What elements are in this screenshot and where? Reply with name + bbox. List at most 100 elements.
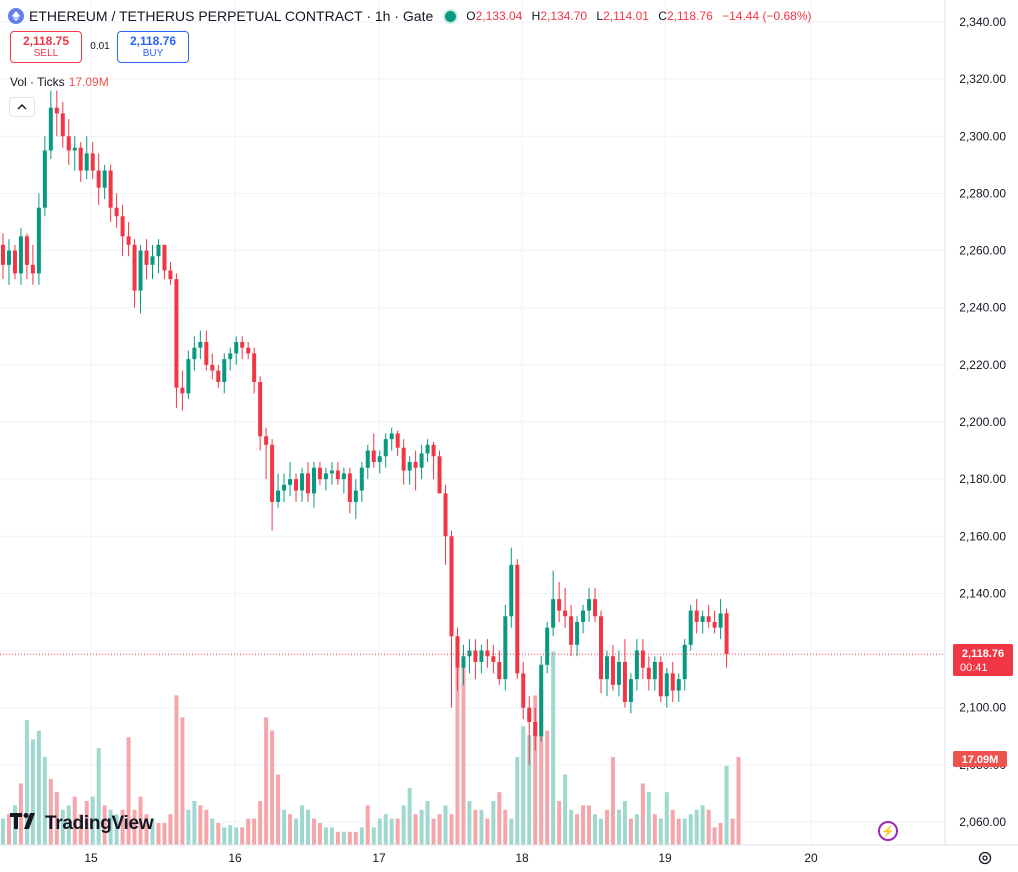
candle-body (84, 153, 89, 171)
sell-button[interactable]: 2,118.75 SELL (10, 31, 82, 63)
volume-bar (138, 796, 143, 845)
candle-body (539, 664, 544, 737)
volume-bar (413, 814, 418, 845)
candle-body (222, 359, 227, 382)
candle-body (108, 170, 113, 208)
volume-bar (270, 730, 275, 845)
tradingview-logo[interactable]: TradingView (10, 812, 154, 835)
price-tick-label: 2,100.00 (959, 701, 1006, 715)
volume-legend[interactable]: Vol · Ticks 17.09M (10, 75, 109, 89)
volume-bar (467, 801, 472, 845)
volume-bar (509, 818, 514, 845)
market-status-icon[interactable] (443, 8, 459, 24)
time-axis[interactable]: 15 16 17 18 19 20 (84, 851, 818, 865)
volume-bar (425, 801, 430, 845)
volume-bar (646, 792, 651, 845)
low-key: L (596, 9, 604, 23)
tradingview-logo-text: TradingView (45, 812, 154, 834)
volume-bar (54, 792, 59, 845)
candle-body (246, 347, 251, 354)
volume-bar (449, 814, 454, 845)
candle-body (186, 359, 191, 394)
candle-body (252, 353, 257, 382)
volume-axis-value: 17.09M (962, 754, 999, 766)
candle-body (335, 470, 340, 480)
volume-bar (634, 814, 639, 845)
candle-body (407, 461, 412, 471)
candle-body (36, 207, 41, 274)
candle-body (599, 616, 603, 680)
volume-bar (371, 827, 376, 845)
volume-bar (186, 809, 191, 845)
candle-body (503, 616, 508, 680)
candle-body (652, 661, 657, 680)
volume-bar (246, 818, 251, 845)
volume-bar (174, 695, 179, 845)
candle-body (180, 387, 185, 394)
volume-bar (658, 818, 663, 845)
candle-body (581, 610, 586, 622)
volume-bar (353, 831, 358, 845)
gear-icon[interactable] (977, 850, 993, 866)
candle-body (12, 250, 17, 274)
last-price-label: 2,118.76 00:41 (953, 644, 1013, 676)
candle-body (593, 599, 598, 617)
candle-body (569, 616, 574, 645)
time-tick-label: 17 (372, 851, 386, 865)
volume-bar (30, 739, 35, 845)
volume-bar (60, 809, 65, 845)
volume-bar (24, 720, 29, 845)
close-value: 2,118.76 (666, 9, 713, 23)
candle-body (718, 613, 723, 628)
volume-bar (198, 805, 203, 845)
volume-bar (228, 825, 233, 845)
volume-bar (264, 717, 269, 845)
volume-axis-label: 17.09M (953, 751, 1007, 767)
volume-bar (581, 805, 586, 845)
buy-label: BUY (142, 48, 164, 59)
price-tick-label: 2,260.00 (959, 244, 1006, 258)
candle-body (664, 673, 669, 697)
high-key: H (531, 9, 541, 23)
volume-bar (120, 809, 125, 845)
volume-bar (527, 735, 532, 845)
candle-body (347, 473, 352, 502)
candle-body (174, 279, 179, 388)
volume-bar (216, 823, 221, 845)
candle-body (521, 673, 526, 708)
candle-body (1, 244, 5, 265)
volume-bar (700, 805, 705, 845)
price-tick-label: 2,300.00 (959, 129, 1006, 143)
candle-body (545, 627, 550, 665)
candle-body (622, 661, 627, 702)
lightning-icon[interactable]: ⚡ (878, 821, 898, 841)
candle-body (6, 250, 11, 265)
candle-body (377, 456, 382, 462)
last-price-value: 2,118.76 (962, 648, 1004, 660)
candle-body (688, 610, 693, 645)
candle-body (646, 667, 651, 680)
volume-bar (305, 809, 310, 845)
volume-bar (132, 809, 137, 845)
candle-body (515, 564, 520, 674)
volume-bar (383, 814, 388, 845)
volume-bar (294, 818, 299, 845)
volume-bar (455, 642, 460, 845)
symbol-title[interactable]: ETHEREUM / TETHERUS PERPETUAL CONTRACT ·… (29, 8, 434, 24)
buy-button[interactable]: 2,118.76 BUY (117, 31, 189, 63)
volume-bar (676, 818, 681, 845)
sell-price: 2,118.75 (22, 34, 70, 48)
candle-body (162, 244, 167, 271)
volume-bar (108, 809, 113, 845)
price-axis[interactable]: 2,340.00 2,320.00 2,300.00 2,280.00 2,260.00… (959, 15, 1006, 829)
collapse-legend-button[interactable] (9, 97, 35, 117)
low-value: 2,114.01 (603, 9, 649, 23)
candle-body (455, 636, 460, 668)
candle-body (198, 341, 203, 348)
candle-body (682, 644, 687, 680)
volume-bar (694, 809, 699, 845)
candle-body (575, 621, 580, 645)
candle-body (305, 473, 310, 494)
candle-body (96, 170, 101, 188)
